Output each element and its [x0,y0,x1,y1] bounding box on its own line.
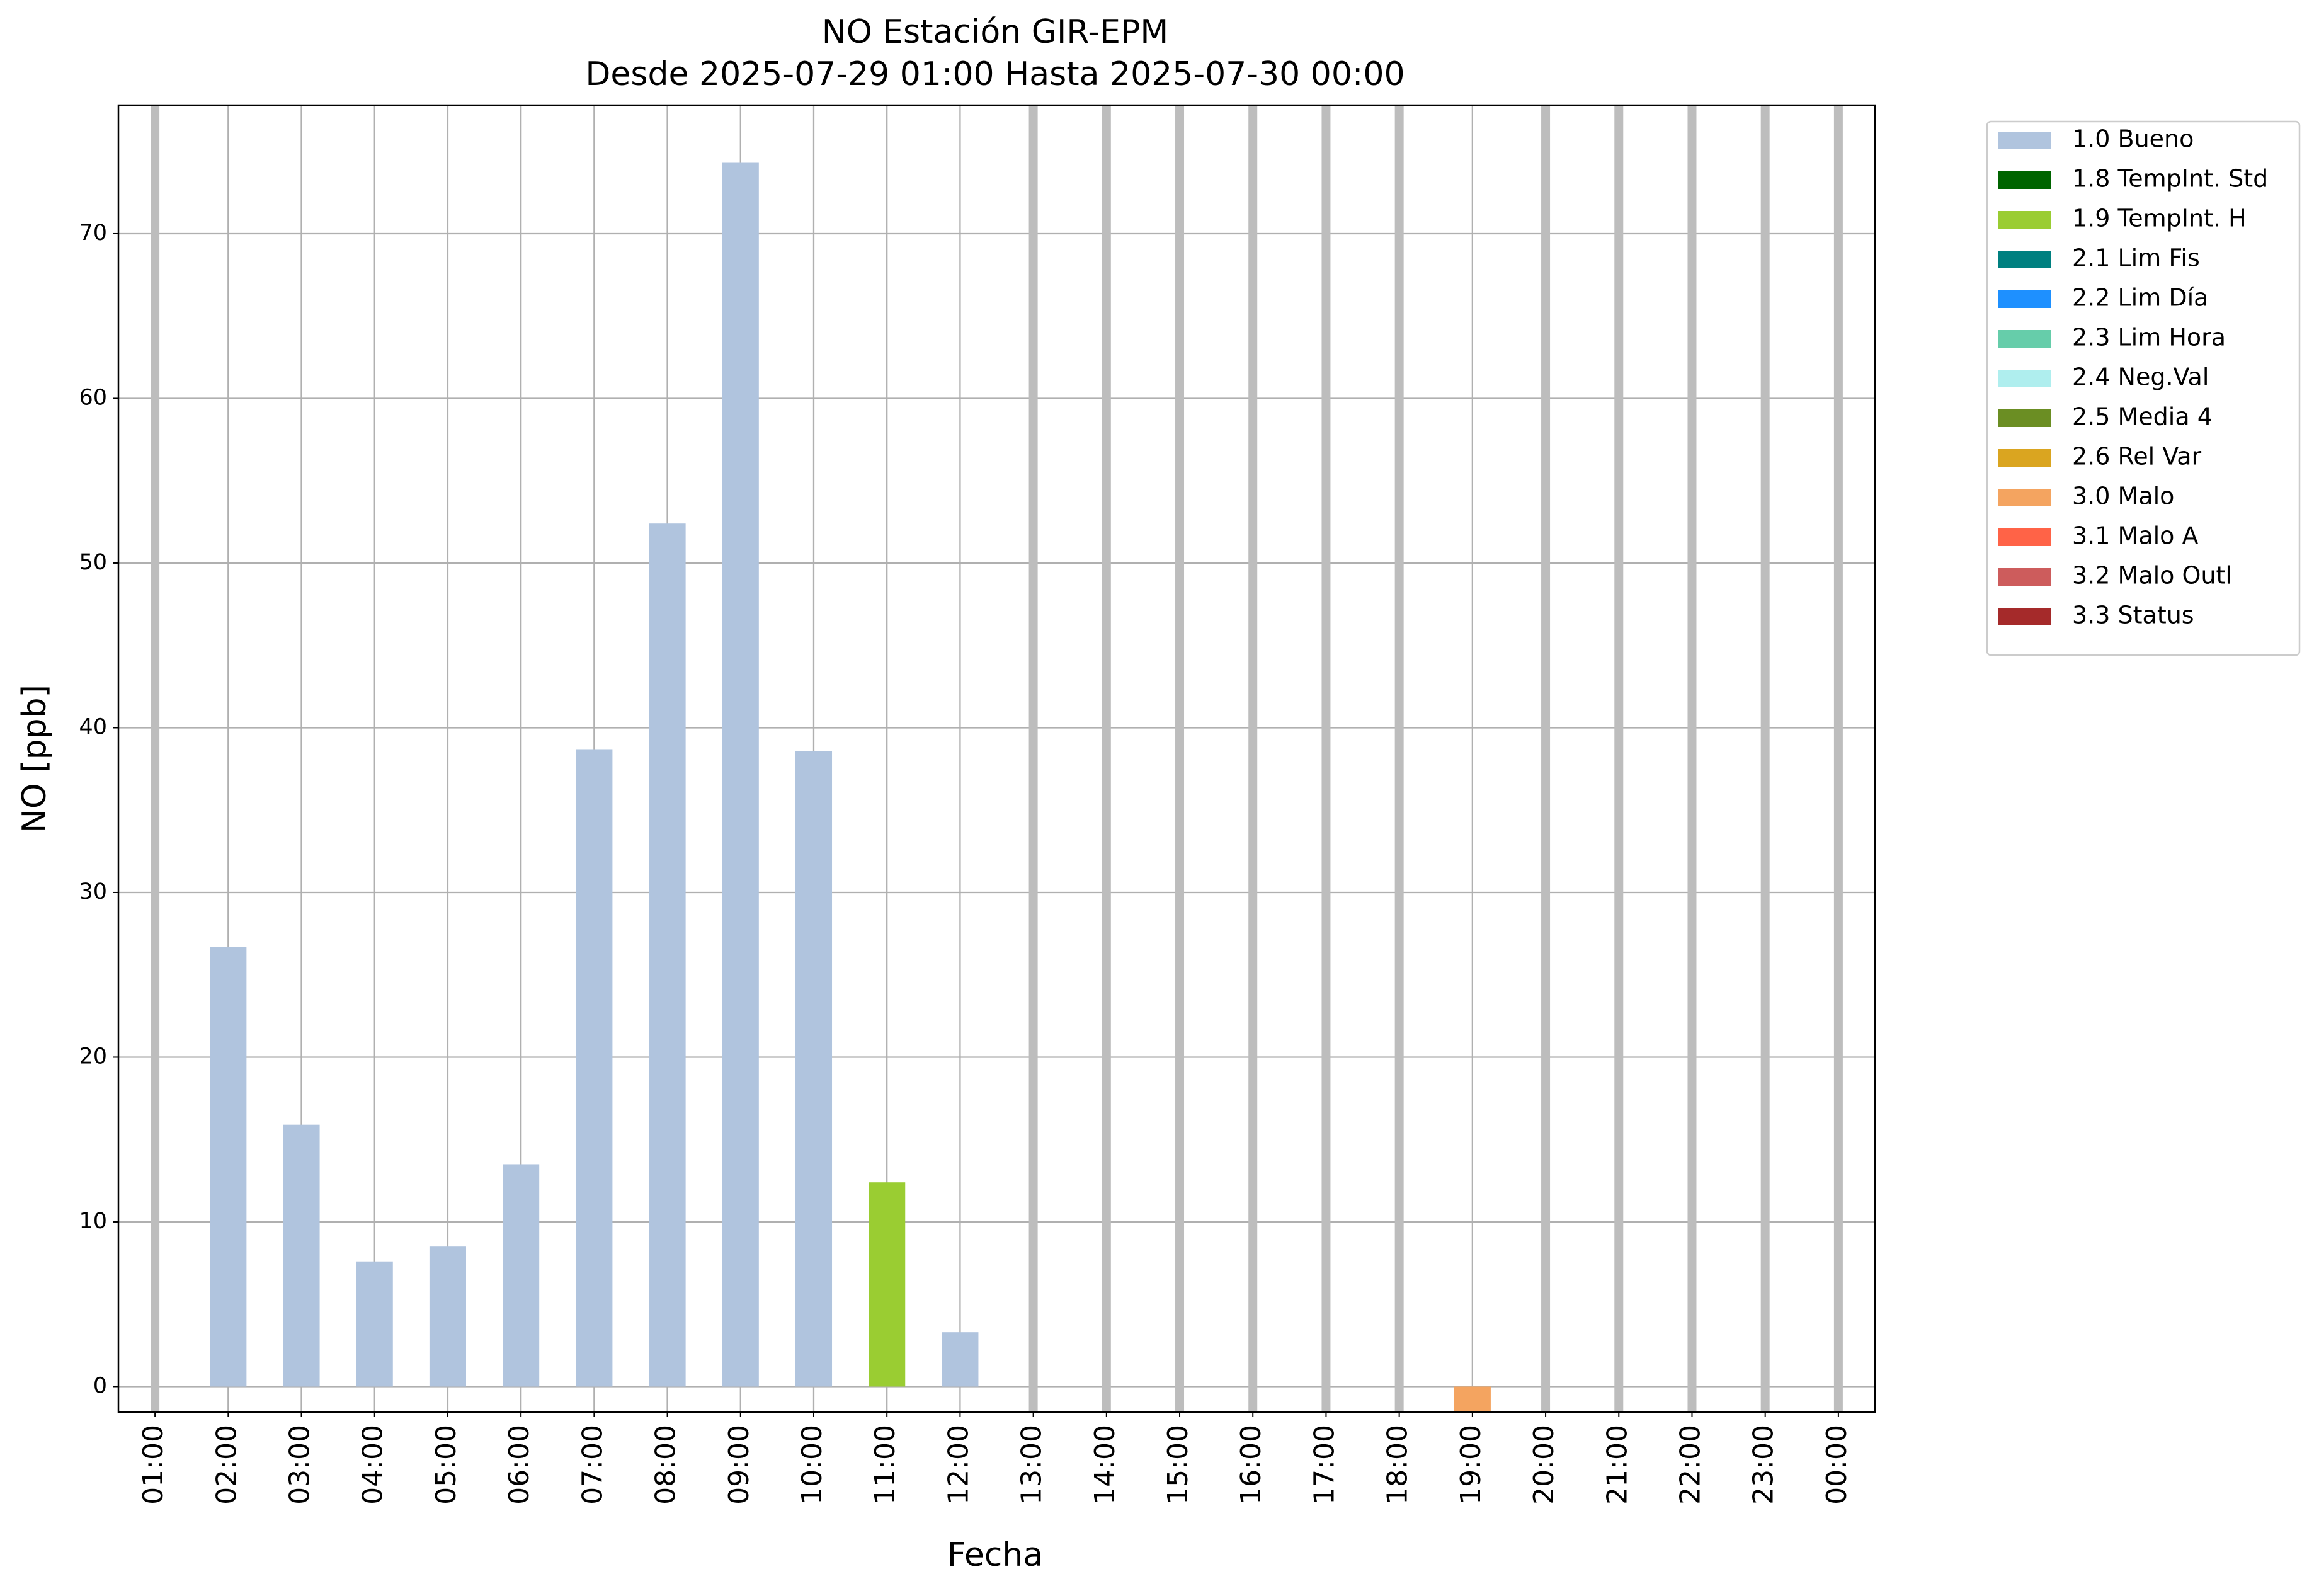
x-tick-label: 00:00 [1821,1425,1853,1505]
legend-swatch [1998,251,2051,268]
legend-swatch [1998,290,2051,308]
missing-band [151,105,160,1412]
legend-swatch [1998,489,2051,506]
missing-band [1760,105,1770,1412]
legend-swatch [1998,370,2051,387]
bar [722,162,759,1387]
y-tick-label: 50 [79,550,107,575]
missing-band [1541,105,1551,1412]
missing-band [1028,105,1038,1412]
missing-band [1321,105,1331,1412]
missing-band [1833,105,1843,1412]
chart-subtitle: Desde 2025-07-29 01:00 Hasta 2025-07-30 … [585,55,1405,93]
x-tick-label: 21:00 [1601,1425,1633,1505]
chart-title: NO Estación GIR-EPM [822,13,1168,51]
x-tick-label: 16:00 [1235,1425,1267,1505]
x-tick-label: 19:00 [1455,1425,1487,1505]
missing-band [1248,105,1258,1412]
y-tick-label: 60 [79,385,107,410]
legend-label: 2.6 Rel Var [2072,443,2202,470]
missing-band [1394,105,1404,1412]
x-tick-label: 22:00 [1674,1425,1706,1505]
bar [795,751,833,1387]
x-tick-label: 01:00 [137,1425,169,1505]
y-axis-label: NO [ppb] [16,685,54,833]
bar [576,749,613,1387]
legend-label: 3.3 Status [2072,601,2194,629]
x-tick-label: 13:00 [1016,1425,1048,1505]
x-tick-label: 18:00 [1382,1425,1414,1505]
legend-swatch [1998,171,2051,189]
y-tick-label: 20 [79,1044,107,1069]
legend-label: 1.0 Bueno [2072,125,2194,153]
y-tick-label: 30 [79,879,107,904]
x-tick-label: 06:00 [503,1425,535,1505]
bar [210,947,247,1387]
y-tick-label: 10 [79,1209,107,1234]
x-tick-label: 14:00 [1089,1425,1121,1505]
legend-label: 3.0 Malo [2072,482,2174,510]
legend-swatch [1998,568,2051,586]
bar [283,1124,320,1387]
legend-label: 2.4 Neg.Val [2072,363,2209,391]
missing-band [1102,105,1111,1412]
legend-swatch [1998,528,2051,546]
legend-label: 2.3 Lim Hora [2072,324,2226,351]
x-tick-label: 07:00 [576,1425,608,1505]
bar [356,1261,393,1387]
missing-band [1175,105,1185,1412]
y-tick-label: 70 [79,220,107,246]
bar [429,1246,466,1387]
legend-label: 2.5 Media 4 [2072,403,2213,431]
bar [942,1332,979,1387]
x-tick-label: 12:00 [942,1425,974,1505]
missing-band [1687,105,1697,1412]
bar [869,1182,906,1387]
legend-swatch [1998,330,2051,348]
legend-label: 1.8 TempInt. Std [2072,165,2268,193]
legend-swatch [1998,211,2051,229]
legend-label: 3.1 Malo A [2072,522,2198,550]
x-tick-label: 09:00 [723,1425,755,1505]
x-axis-label: Fecha [947,1536,1043,1574]
legend-label: 3.2 Malo Outl [2072,562,2232,590]
x-tick-label: 11:00 [869,1425,901,1505]
x-tick-label: 10:00 [796,1425,828,1505]
x-tick-label: 03:00 [284,1425,316,1505]
bar [1454,1386,1491,1411]
x-tick-label: 23:00 [1748,1425,1780,1505]
x-tick-label: 04:00 [357,1425,389,1505]
y-tick-label: 0 [93,1373,107,1398]
x-tick-label: 08:00 [650,1425,682,1505]
x-tick-label: 20:00 [1528,1425,1560,1505]
legend-swatch [1998,409,2051,427]
plot-frame [117,104,1876,1413]
x-tick-label: 02:00 [210,1425,242,1505]
x-tick-label: 17:00 [1308,1425,1340,1505]
legend-label: 2.1 Lim Fis [2072,244,2200,272]
legend-box [1986,120,2301,656]
bar [649,523,686,1387]
missing-band [1614,105,1624,1412]
legend-swatch [1998,132,2051,149]
x-tick-label: 15:00 [1162,1425,1194,1505]
bar [503,1164,540,1387]
legend-swatch [1998,449,2051,467]
legend-swatch [1998,608,2051,625]
legend-label: 1.9 TempInt. H [2072,205,2247,232]
y-tick-label: 40 [79,714,107,739]
legend-label: 2.2 Lim Día [2072,284,2208,312]
x-tick-label: 05:00 [430,1425,462,1505]
